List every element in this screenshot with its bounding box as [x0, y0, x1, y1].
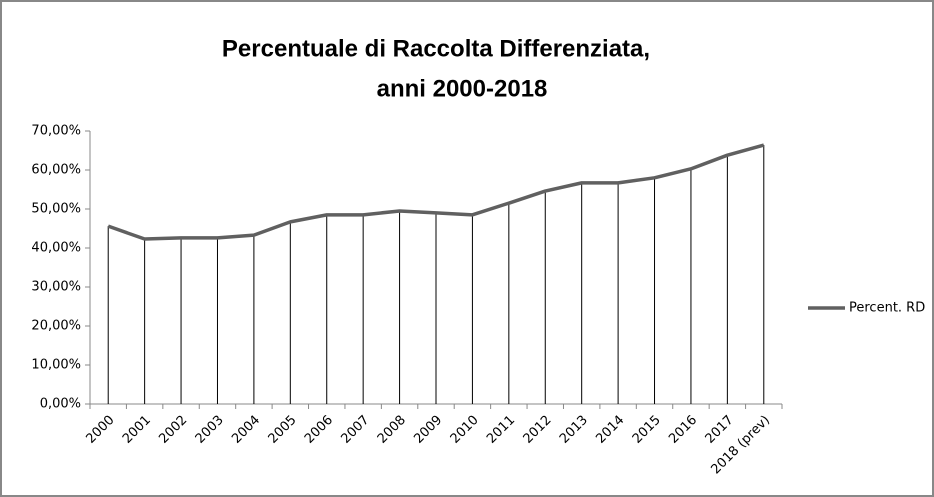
- y-tick-label: 30,00%: [31, 280, 81, 295]
- chart-title: anni 2000-2018: [377, 75, 548, 102]
- y-tick-label: 50,00%: [31, 202, 81, 217]
- y-tick-label: 60,00%: [31, 163, 81, 178]
- chart-title: Percentuale di Raccolta Differenziata,: [222, 35, 650, 62]
- data-line: [107, 143, 765, 241]
- y-tick-label: 40,00%: [31, 241, 81, 256]
- legend-label: Percent. RD: [849, 301, 925, 316]
- y-tick-label: 20,00%: [31, 319, 81, 334]
- y-tick-label: 0,00%: [40, 397, 81, 412]
- y-tick-label: 70,00%: [31, 124, 81, 139]
- y-tick-label: 10,00%: [31, 358, 81, 373]
